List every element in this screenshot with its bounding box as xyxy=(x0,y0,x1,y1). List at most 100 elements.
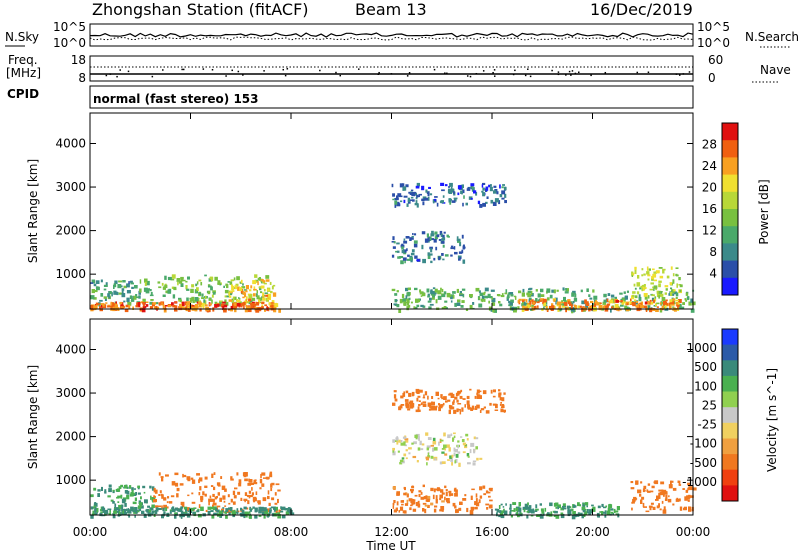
heatmap-cell xyxy=(546,297,550,301)
heatmap-cell xyxy=(401,243,404,247)
heatmap-cell xyxy=(148,509,151,513)
heatmap-cell xyxy=(149,289,152,292)
heatmap-cell xyxy=(688,486,691,490)
heatmap-cell xyxy=(606,298,609,302)
heatmap-cell xyxy=(427,300,432,303)
heatmap-cell xyxy=(658,291,662,296)
freq-dot xyxy=(446,72,448,75)
freq-dot xyxy=(162,69,164,71)
colorbar-segment xyxy=(722,277,738,296)
heatmap-cell xyxy=(130,295,132,299)
heatmap-cell xyxy=(465,308,469,311)
heatmap-cell xyxy=(131,487,134,491)
heatmap-cell xyxy=(687,487,689,491)
freq-dot xyxy=(482,70,485,72)
heatmap-cell xyxy=(274,502,278,505)
heatmap-cell xyxy=(517,514,520,518)
heatmap-cell xyxy=(131,298,134,302)
heatmap-cell xyxy=(434,406,437,411)
heatmap-cell xyxy=(685,292,689,296)
heatmap-cell xyxy=(479,495,483,499)
heatmap-cell xyxy=(394,293,398,296)
heatmap-cell xyxy=(217,492,220,496)
heatmap-cell xyxy=(635,305,640,308)
heatmap-cell xyxy=(181,279,186,282)
heatmap-cell xyxy=(474,407,478,410)
heatmap-cell xyxy=(441,509,444,512)
heatmap-cell xyxy=(219,510,223,514)
heatmap-cell xyxy=(124,308,129,313)
heatmap-cell xyxy=(564,291,569,294)
heatmap-cell xyxy=(510,514,513,518)
heatmap-cell xyxy=(228,292,230,297)
colorbar-segment xyxy=(722,422,738,439)
heatmap-cell xyxy=(467,187,470,190)
heatmap-cell xyxy=(448,409,451,415)
heatmap-cell xyxy=(251,306,255,308)
heatmap-cell xyxy=(224,289,229,294)
heatmap-cell xyxy=(120,494,123,499)
heatmap-cell xyxy=(597,505,601,509)
heatmap-cell xyxy=(251,492,254,496)
heatmap-cell xyxy=(419,291,424,295)
heatmap-cell xyxy=(108,296,111,299)
heatmap-cell xyxy=(661,297,666,302)
heatmap-cell xyxy=(422,484,425,488)
heatmap-cell xyxy=(432,441,437,445)
heatmap-cell xyxy=(474,506,478,510)
heatmap-cell xyxy=(514,295,517,300)
heatmap-cell xyxy=(233,277,236,281)
heatmap-cell xyxy=(172,506,175,511)
heatmap-cell xyxy=(162,294,166,297)
heatmap-cell xyxy=(478,499,481,504)
freq-dot xyxy=(466,75,469,77)
heatmap-cell xyxy=(470,183,475,187)
heatmap-cell xyxy=(270,487,273,492)
heatmap-cell xyxy=(191,479,196,484)
heatmap-cell xyxy=(658,295,661,299)
heatmap-cell xyxy=(466,438,469,441)
heatmap-cell xyxy=(454,396,458,400)
heatmap-cell xyxy=(440,182,445,186)
heatmap-cell xyxy=(247,482,252,486)
colorbar-segment xyxy=(722,174,738,193)
heatmap-cell xyxy=(490,389,493,394)
heatmap-cell xyxy=(99,299,103,302)
heatmap-cell xyxy=(437,295,442,300)
heatmap-cell xyxy=(400,442,404,446)
heatmap-cell xyxy=(253,286,256,291)
heatmap-cell xyxy=(652,299,655,304)
heatmap-cell xyxy=(229,507,233,512)
heatmap-cell xyxy=(588,306,592,309)
heatmap-cell xyxy=(651,297,655,302)
heatmap-cell xyxy=(674,291,678,295)
heatmap-cell xyxy=(434,458,437,461)
heatmap-cell xyxy=(462,293,465,298)
heatmap-cell xyxy=(405,298,409,301)
heatmap-cell xyxy=(220,303,225,308)
heatmap-cell xyxy=(445,491,448,497)
heatmap-cell xyxy=(636,301,639,303)
heatmap-cell xyxy=(421,292,426,297)
heatmap-cell xyxy=(248,478,250,482)
heatmap-cell xyxy=(499,184,501,189)
heatmap-cell xyxy=(448,186,451,188)
heatmap-cell xyxy=(283,507,286,511)
heatmap-cell xyxy=(444,184,448,187)
heatmap-cell xyxy=(653,288,655,291)
heatmap-cell xyxy=(271,304,274,310)
freq-dot xyxy=(557,71,560,73)
heatmap-cell xyxy=(567,511,571,517)
heatmap-cell xyxy=(404,503,409,506)
heatmap-cell xyxy=(257,500,261,504)
heatmap-cell xyxy=(448,492,451,497)
heatmap-cell xyxy=(164,306,167,311)
heatmap-cell xyxy=(551,305,555,310)
heatmap-cell xyxy=(581,307,584,312)
heatmap-cell xyxy=(401,503,404,506)
heatmap-cell xyxy=(629,301,632,305)
heatmap-cell xyxy=(662,269,665,274)
heatmap-cell xyxy=(646,489,649,492)
cpid-panel: CPID normal (fast stereo) 153 xyxy=(7,85,694,109)
heatmap-cell xyxy=(403,240,408,244)
